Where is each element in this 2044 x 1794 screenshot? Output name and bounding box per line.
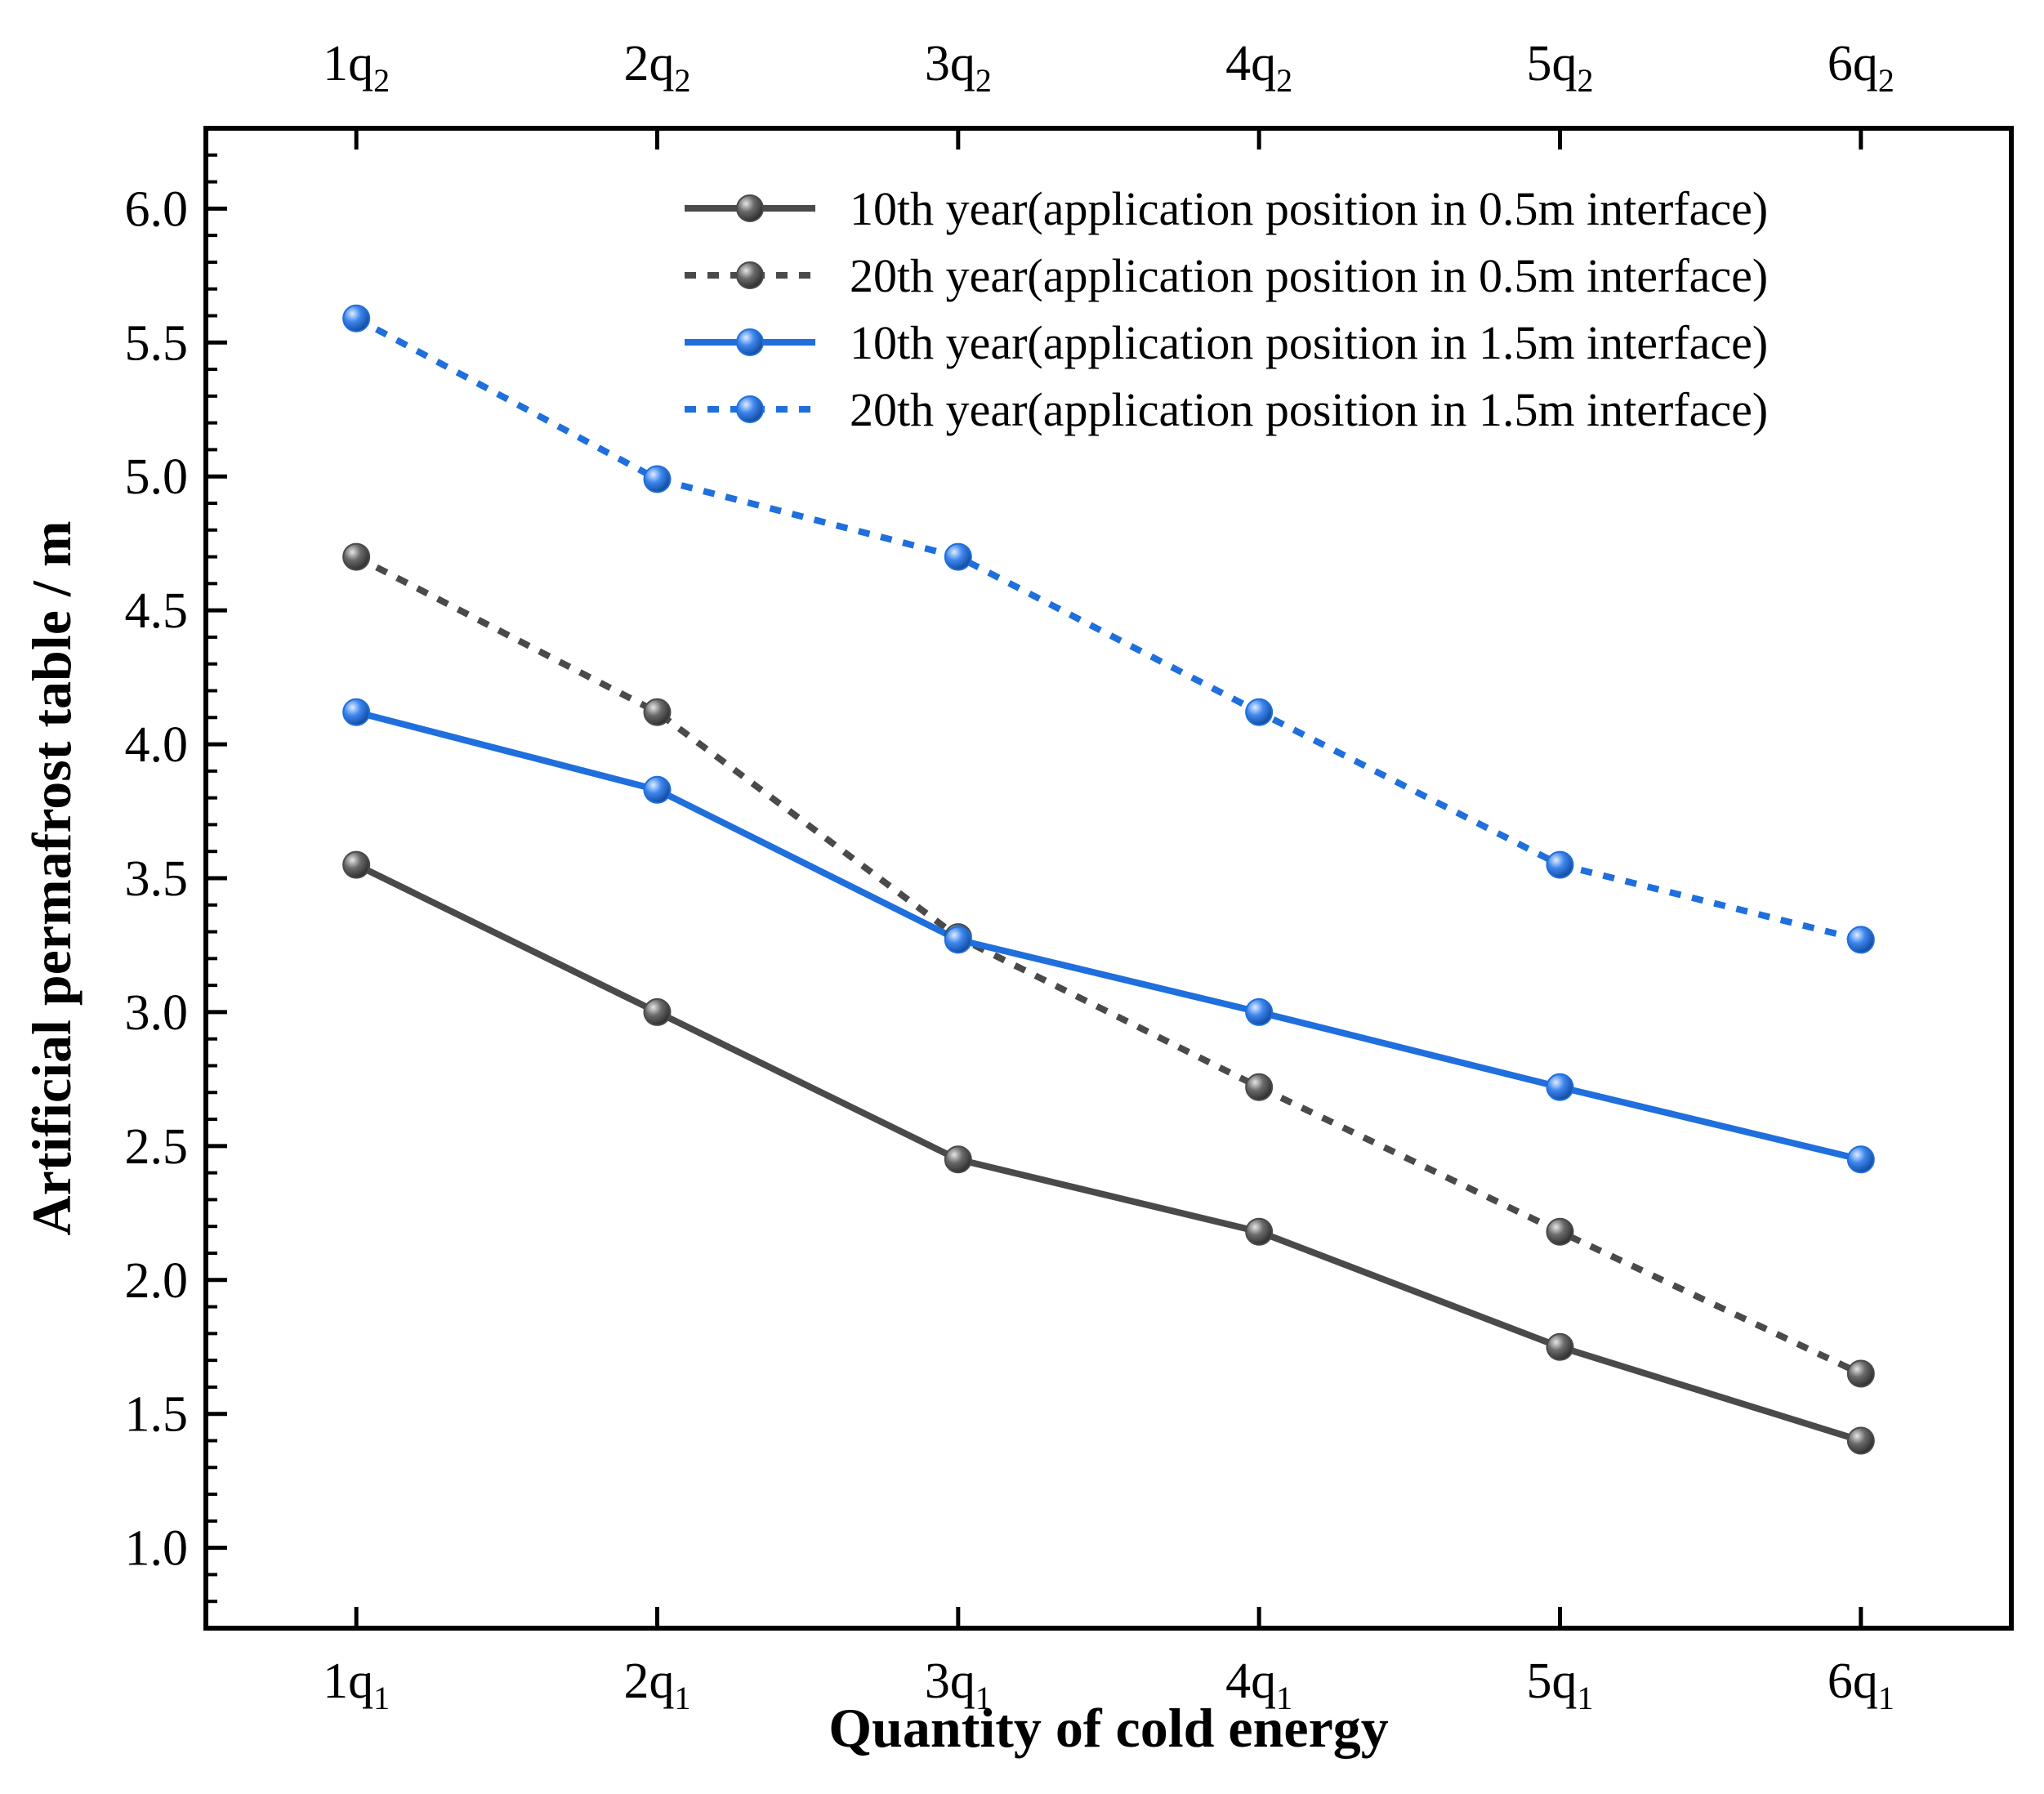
series-line-1 xyxy=(355,862,1863,1444)
series-2-point xyxy=(1245,1073,1274,1101)
x-bottom-tick-label: 5q1 xyxy=(1527,1653,1594,1716)
series-1-point xyxy=(1245,1217,1274,1246)
series-layer xyxy=(342,304,1875,1455)
x-bottom-tick-label-subscript: 1 xyxy=(975,1680,992,1716)
series-3-point xyxy=(643,775,672,804)
legend-label: 10th year(application position in 0.5m i… xyxy=(850,182,1768,235)
series-4-point xyxy=(1245,698,1274,726)
series-3-point xyxy=(342,698,371,726)
x-bottom-tick-label: 3q1 xyxy=(925,1653,992,1716)
axis-ticks: 1.01.52.02.53.03.54.04.55.05.56.01q11q22… xyxy=(125,36,1894,1716)
x-top-tick-label-subscript: 2 xyxy=(975,62,992,99)
y-tick-label: 2.0 xyxy=(125,1253,189,1309)
x-top-tick-label: 3q2 xyxy=(925,36,992,99)
series-1-point xyxy=(1846,1426,1875,1455)
x-top-tick-label: 4q2 xyxy=(1225,36,1292,99)
series-2-point xyxy=(1546,1217,1574,1246)
series-1-point xyxy=(342,850,371,879)
x-top-tick-label-base: 6q xyxy=(1828,36,1878,91)
x-bottom-tick-label-base: 2q xyxy=(624,1653,675,1709)
x-top-tick-label-subscript: 2 xyxy=(1878,62,1894,99)
x-top-tick-label-subscript: 2 xyxy=(675,62,691,99)
x-bottom-tick-label: 2q1 xyxy=(624,1653,691,1716)
x-bottom-tick-label-base: 3q xyxy=(925,1653,975,1709)
legend: 10th year(application position in 0.5m i… xyxy=(685,182,1768,436)
x-top-tick-label-base: 1q xyxy=(323,36,373,91)
legend-marker xyxy=(736,395,764,423)
x-top-tick-label-base: 4q xyxy=(1225,36,1276,91)
series-2-point xyxy=(1846,1359,1875,1388)
series-1-point xyxy=(643,997,672,1026)
series-line-4 xyxy=(355,315,1862,944)
series-2-point xyxy=(643,698,672,726)
x-bottom-tick-label-subscript: 1 xyxy=(1578,1680,1594,1716)
y-tick-label: 1.0 xyxy=(125,1521,189,1577)
x-bottom-tick-label-base: 1q xyxy=(323,1653,373,1709)
series-4-point xyxy=(342,304,371,332)
x-top-tick-label: 1q2 xyxy=(323,36,390,99)
x-top-tick-label-subscript: 2 xyxy=(1578,62,1594,99)
x-bottom-tick-label-subscript: 1 xyxy=(1276,1680,1292,1716)
x-top-tick-label-base: 3q xyxy=(925,36,975,91)
series-4-point xyxy=(944,542,972,571)
series-3-point xyxy=(944,926,972,954)
x-top-tick-label-subscript: 2 xyxy=(1276,62,1292,99)
x-bottom-tick-label-subscript: 1 xyxy=(1878,1680,1894,1716)
y-tick-label: 4.0 xyxy=(125,717,189,773)
legend-label: 20th year(application position in 1.5m i… xyxy=(850,383,1768,436)
y-tick-label: 3.5 xyxy=(125,851,189,907)
legend-marker xyxy=(736,261,764,289)
series-1-point xyxy=(944,1145,972,1174)
series-4-point xyxy=(1846,926,1875,954)
x-top-tick-label-base: 2q xyxy=(624,36,675,91)
legend-marker xyxy=(736,328,764,356)
y-tick-label: 2.5 xyxy=(125,1119,189,1175)
x-bottom-tick-label: 6q1 xyxy=(1828,1653,1894,1716)
series-4-point xyxy=(1546,850,1574,879)
series-2-point xyxy=(342,542,371,571)
legend-marker xyxy=(736,194,764,222)
x-top-tick-label-subscript: 2 xyxy=(373,62,390,99)
y-tick-label: 1.5 xyxy=(125,1387,189,1443)
x-top-tick-label: 2q2 xyxy=(624,36,691,99)
x-bottom-tick-label-base: 5q xyxy=(1527,1653,1578,1709)
y-tick-label: 6.0 xyxy=(125,181,189,237)
x-bottom-tick-label-subscript: 1 xyxy=(373,1680,390,1716)
y-axis-title: Artificial permafrost table / m xyxy=(20,521,83,1236)
x-axis-title: Quantity of cold energy xyxy=(828,1697,1389,1759)
x-bottom-tick-label: 4q1 xyxy=(1225,1653,1292,1716)
x-bottom-tick-label-base: 4q xyxy=(1225,1653,1276,1709)
series-3-point xyxy=(1846,1145,1875,1174)
y-tick-label: 3.0 xyxy=(125,985,189,1041)
x-bottom-tick-label-base: 6q xyxy=(1828,1653,1878,1709)
x-bottom-tick-label-subscript: 1 xyxy=(675,1680,691,1716)
series-line-3 xyxy=(355,708,1862,1163)
series-4-point xyxy=(643,465,672,493)
x-top-tick-label: 6q2 xyxy=(1828,36,1894,99)
legend-label: 10th year(application position in 1.5m i… xyxy=(850,316,1768,369)
x-top-tick-label: 5q2 xyxy=(1527,36,1594,99)
series-line-2 xyxy=(355,554,1863,1377)
series-3-point xyxy=(1245,997,1274,1026)
legend-label: 20th year(application position in 0.5m i… xyxy=(850,249,1768,302)
x-bottom-tick-label: 1q1 xyxy=(323,1653,390,1716)
y-tick-label: 4.5 xyxy=(125,583,189,639)
x-top-tick-label-base: 5q xyxy=(1527,36,1578,91)
y-tick-label: 5.0 xyxy=(125,449,189,505)
series-3-point xyxy=(1546,1073,1574,1101)
y-tick-label: 5.5 xyxy=(125,315,189,371)
series-1-point xyxy=(1546,1332,1574,1361)
